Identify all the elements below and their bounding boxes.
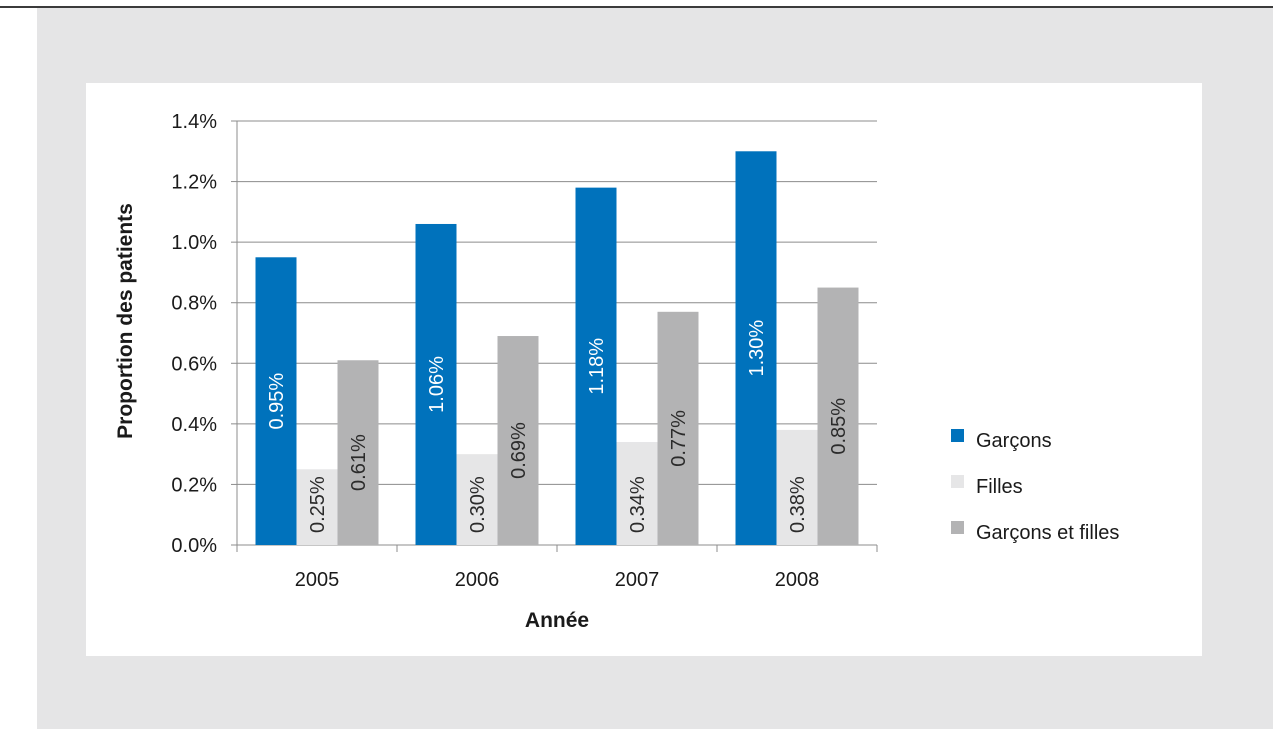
bar-data-label: 0.77% bbox=[668, 410, 690, 467]
x-tick-label: 2006 bbox=[455, 569, 500, 591]
y-tick-label: 1.2% bbox=[171, 172, 217, 194]
bar-data-label: 1.30% bbox=[746, 320, 768, 377]
bar-data-label: 0.25% bbox=[307, 476, 329, 533]
y-tick-label: 1.0% bbox=[171, 232, 217, 254]
y-tick-label: 0.4% bbox=[171, 414, 217, 436]
legend-swatch bbox=[951, 521, 964, 534]
bar-data-label: 0.85% bbox=[828, 398, 850, 455]
legend: Garçons Filles Garçons et filles bbox=[951, 429, 1119, 544]
bar-chart: 0.95% 0.25% 0.61% 1.06% 0.30% 0.69% 1.18% 0.34%… bbox=[86, 83, 1202, 656]
y-tick-label: 1.4% bbox=[171, 111, 217, 133]
bar-data-label: 0.34% bbox=[627, 476, 649, 533]
legend-swatch bbox=[951, 429, 964, 442]
bar-data-label: 0.69% bbox=[508, 422, 530, 479]
y-tick-label: 0.6% bbox=[171, 353, 217, 375]
y-tick-labels: 0.0% 0.2% 0.4% 0.6% 0.8% 1.0% 1.2% 1.4% bbox=[171, 111, 217, 557]
x-axis-label: Année bbox=[525, 609, 589, 632]
y-axis-label: Proportion des patients bbox=[114, 203, 137, 439]
y-tick-label: 0.0% bbox=[171, 535, 217, 557]
bar-data-label: 0.38% bbox=[787, 476, 809, 533]
legend-label: Filles bbox=[976, 476, 1023, 498]
y-tick-label: 0.8% bbox=[171, 293, 217, 315]
legend-label: Garçons bbox=[976, 430, 1052, 452]
bar-data-label: 1.06% bbox=[426, 356, 448, 413]
bar-data-label: 1.18% bbox=[586, 338, 608, 395]
bar-data-label: 0.61% bbox=[348, 434, 370, 491]
bar-data-label: 0.30% bbox=[467, 476, 489, 533]
legend-label: Garçons et filles bbox=[976, 522, 1119, 544]
bar-data-label: 0.95% bbox=[266, 373, 288, 430]
legend-swatch bbox=[951, 475, 964, 488]
bars bbox=[256, 151, 859, 545]
x-tick-label: 2008 bbox=[775, 569, 820, 591]
x-tick-label: 2007 bbox=[615, 569, 660, 591]
x-tick-label: 2005 bbox=[295, 569, 340, 591]
chart-card: 0.95% 0.25% 0.61% 1.06% 0.30% 0.69% 1.18% 0.34%… bbox=[86, 83, 1202, 656]
x-tick-labels: 2005 2006 2007 2008 bbox=[295, 569, 820, 591]
y-tick-label: 0.2% bbox=[171, 474, 217, 496]
